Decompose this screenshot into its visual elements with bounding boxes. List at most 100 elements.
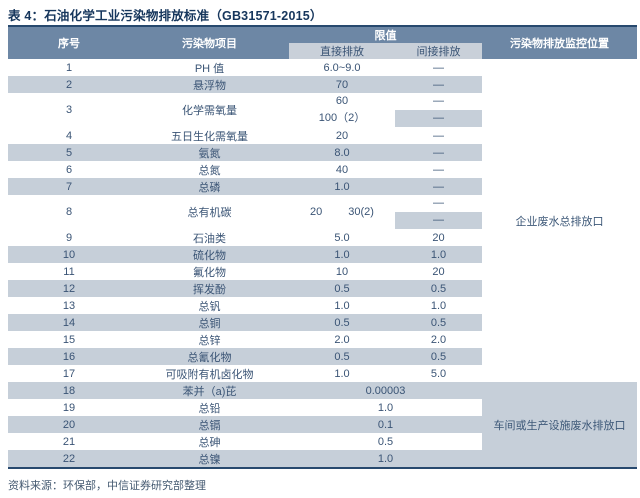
table-row: 17 可吸附有机卤化物 1.0 5.0 [8, 365, 637, 382]
cell-pollutant: 氨氮 [130, 144, 289, 161]
cell-indirect-limit: — [395, 76, 482, 93]
indirect-limit-line1: — [433, 95, 444, 107]
cell-serial: 19 [62, 401, 76, 414]
cell-serial: 21 [62, 435, 76, 448]
cell-serial: 22 [8, 450, 130, 468]
cell-monitoring-location-lower: 车间或生产设施废水排放口 [482, 382, 637, 468]
cell-serial: 17 [62, 367, 76, 380]
cell-indirect-limit: — — [395, 195, 482, 229]
direct-limit-line1: 60 [335, 95, 349, 107]
cell-serial: 10 [8, 246, 130, 263]
cell-serial: 3 [65, 104, 73, 116]
indirect-limit-line1: — [433, 197, 444, 209]
cell-pollutant: 挥发酚 [130, 280, 289, 297]
cell-pollutant: 悬浮物 [130, 76, 289, 93]
cell-serial: 20 [8, 416, 130, 433]
cell-serial: 1 [65, 61, 73, 74]
cell-indirect-limit: — [395, 144, 482, 161]
cell-pollutant: 总氮 [198, 164, 221, 177]
direct-limit-value-a: 20 [310, 206, 323, 218]
cell-indirect-limit: 2.0 [430, 333, 447, 346]
cell-pollutant: 总钒 [198, 300, 221, 313]
cell-indirect-limit: 0.5 [395, 314, 482, 331]
cell-direct-limit: 0.5 [289, 314, 395, 331]
direct-limit-value-b: 30(2) [348, 206, 374, 218]
cell-direct-limit: 70 [289, 76, 395, 93]
table-row: 11 氟化物 10 20 [8, 263, 637, 280]
header-pollutant: 污染物项目 [130, 26, 289, 59]
cell-pollutant: 总铜 [130, 314, 289, 331]
data-source-note: 资料来源：环保部，中信证券研究部整理 [8, 480, 206, 492]
table-row: 20 总镉 0.1 [8, 416, 637, 433]
header-direct-discharge: 直接排放 [289, 43, 395, 59]
table-title: 表 4：石油化学工业污染物排放标准（GB31571-2015） [8, 9, 323, 23]
indirect-limit-line2: — [395, 212, 482, 229]
cell-serial: 18 [8, 382, 130, 399]
cell-pollutant: 石油类 [193, 232, 226, 245]
table-row: 4 五日生化需氧量 20 — [8, 127, 637, 144]
emission-standards-table: 序号 污染物项目 限值 污染物排放监控位置 直接排放 间接排放 1 PH 值 6… [8, 25, 637, 469]
cell-direct-limit: 0.5 [289, 348, 395, 365]
cell-direct-limit: 8.0 [289, 144, 395, 161]
table-row: 5 氨氮 8.0 — [8, 144, 637, 161]
cell-pollutant: 总氰化物 [130, 348, 289, 365]
table-row: 7 总磷 1.0 — [8, 178, 637, 195]
cell-indirect-limit: — [433, 61, 444, 74]
cell-direct-limit: 2.0 [334, 333, 350, 346]
cell-direct-limit: 10 [335, 265, 349, 278]
table-row: 21 总砷 0.5 [8, 433, 637, 450]
cell-pollutant: 总镍 [130, 450, 289, 468]
cell-pollutant: 总镉 [130, 416, 289, 433]
table-row: 18 苯并（a)芘 0.00003 车间或生产设施废水排放口 [8, 382, 637, 468]
cell-serial: 14 [8, 314, 130, 331]
table-row: 13 总钒 1.0 1.0 [8, 297, 637, 314]
cell-direct-limit: 40 [335, 163, 349, 176]
cell-serial: 15 [62, 333, 76, 346]
cell-merged-limit: 1.0 [377, 401, 394, 414]
cell-pollutant: 总有机碳 [187, 207, 232, 219]
direct-limit-pair: 20 30(2) [289, 206, 395, 218]
table-row: 12 挥发酚 0.5 0.5 [8, 280, 637, 297]
cell-direct-limit: 0.5 [289, 280, 395, 297]
table-row: 10 硫化物 1.0 1.0 [8, 246, 637, 263]
cell-indirect-limit: 20 [432, 265, 445, 278]
cell-serial: 11 [63, 265, 75, 278]
cell-indirect-limit: 0.5 [395, 348, 482, 365]
cell-pollutant: 苯并（a)芘 [130, 382, 289, 399]
table-row: 6 总氮 40 — [8, 161, 637, 178]
cell-merged-limit: 1.0 [289, 450, 482, 468]
table-row: 1 PH 值 6.0~9.0 — 企业废水总排放口 [8, 59, 637, 382]
cell-merged-limit: 0.1 [289, 416, 482, 433]
cell-serial: 16 [8, 348, 130, 365]
table-row: 16 总氰化物 0.5 0.5 [8, 348, 637, 365]
cell-serial: 12 [8, 280, 130, 297]
cell-direct-limit: 20 30(2) [289, 195, 395, 229]
cell-pollutant: 总锌 [198, 334, 221, 347]
cell-direct-limit: 1.0 [289, 178, 395, 195]
cell-indirect-limit: 1.0 [430, 299, 447, 312]
cell-indirect-limit: 1.0 [395, 246, 482, 263]
cell-serial: 8 [65, 206, 73, 218]
cell-direct-limit: 20 [335, 129, 349, 142]
cell-pollutant: PH 值 [194, 62, 225, 75]
cell-direct-limit: 1.0 [334, 299, 350, 312]
header-indirect-discharge: 间接排放 [395, 43, 482, 59]
table-header: 序号 污染物项目 限值 污染物排放监控位置 直接排放 间接排放 [8, 26, 637, 59]
header-monitoring-location: 污染物排放监控位置 [482, 26, 637, 59]
cell-indirect-limit: — [433, 163, 444, 176]
cell-pollutant: 硫化物 [130, 246, 289, 263]
cell-direct-limit: 6.0~9.0 [323, 61, 361, 74]
cell-pollutant: 化学需氧量 [182, 105, 237, 117]
cell-indirect-limit: 20 [432, 231, 445, 244]
table-row: 9 石油类 5.0 20 [8, 229, 637, 246]
cell-pollutant: 可吸附有机卤化物 [165, 368, 254, 381]
cell-pollutant: 氟化物 [193, 266, 226, 279]
cell-merged-limit: 0.5 [377, 435, 394, 448]
cell-serial: 9 [65, 231, 73, 244]
table-row: 14 总铜 0.5 0.5 [8, 314, 637, 331]
cell-indirect-limit: 0.5 [395, 280, 482, 297]
cell-serial: 2 [8, 76, 130, 93]
table-row: 2 悬浮物 70 — [8, 76, 637, 93]
cell-pollutant: 五日生化需氧量 [171, 130, 248, 143]
